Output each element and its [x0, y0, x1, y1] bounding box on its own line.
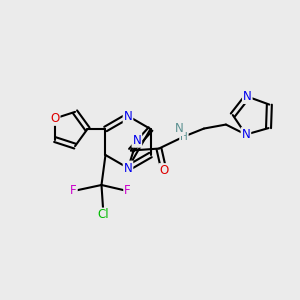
Text: O: O — [50, 112, 59, 125]
Text: N: N — [243, 90, 252, 103]
Text: F: F — [70, 184, 77, 197]
Text: N: N — [242, 128, 250, 141]
Text: H: H — [180, 132, 188, 142]
Text: Cl: Cl — [98, 208, 109, 221]
Text: N: N — [133, 134, 141, 147]
Text: F: F — [124, 184, 131, 197]
Text: N: N — [124, 161, 132, 175]
Text: O: O — [159, 164, 169, 177]
Text: N: N — [124, 110, 132, 122]
Text: N: N — [175, 122, 183, 135]
